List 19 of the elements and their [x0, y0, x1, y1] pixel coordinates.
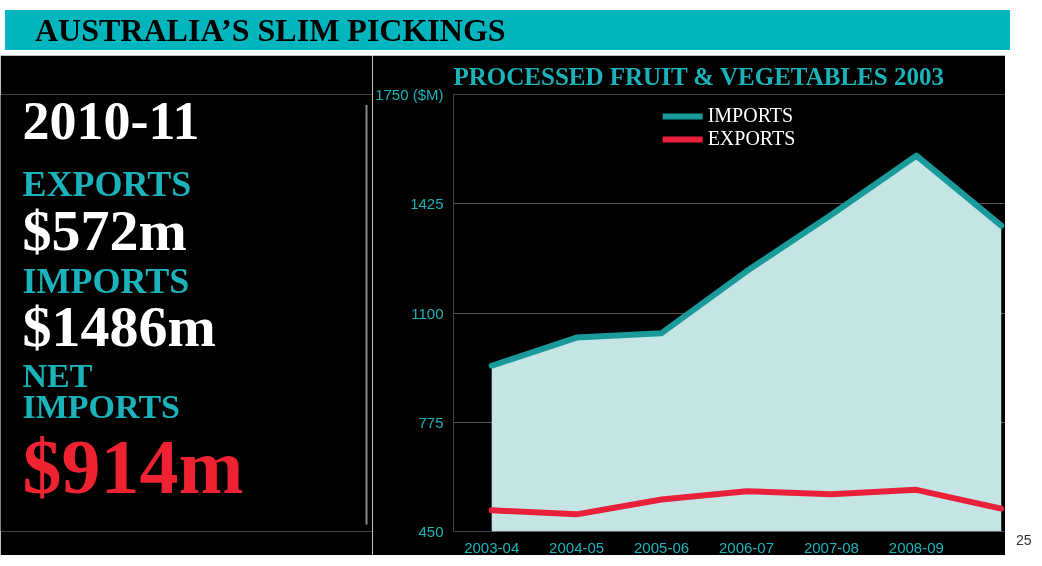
y-tick-label: 1425: [410, 195, 444, 213]
text: 25: [1016, 531, 1032, 550]
legend-label: EXPORTS: [707, 127, 796, 150]
y-tick-label: 1100: [411, 304, 444, 322]
x-tick-label: 2006-07: [718, 538, 775, 556]
text: AUSTRALIA’S SLIM PICKINGS: [35, 11, 506, 50]
x-tick-label: 2005-06: [634, 538, 690, 556]
y-tick-label: 775: [418, 413, 444, 431]
x-tick-label: 2008-09: [888, 538, 944, 556]
x-tick-label: 2004-05: [549, 538, 605, 556]
y-tick-label: 1750 ($M): [375, 86, 444, 103]
y-tick-label: 450: [418, 523, 444, 540]
text: 2010-11: [22, 91, 200, 152]
x-tick-label: 2007-08: [803, 538, 859, 556]
text: NET IMPORTS: [22, 356, 180, 426]
chart-title: PROCESSED FRUIT & VEGETABLES 2003: [453, 62, 944, 90]
x-tick-label: 2003-04: [464, 538, 520, 556]
legend-label: IMPORTS: [707, 104, 794, 127]
text: $914m: [22, 423, 244, 511]
